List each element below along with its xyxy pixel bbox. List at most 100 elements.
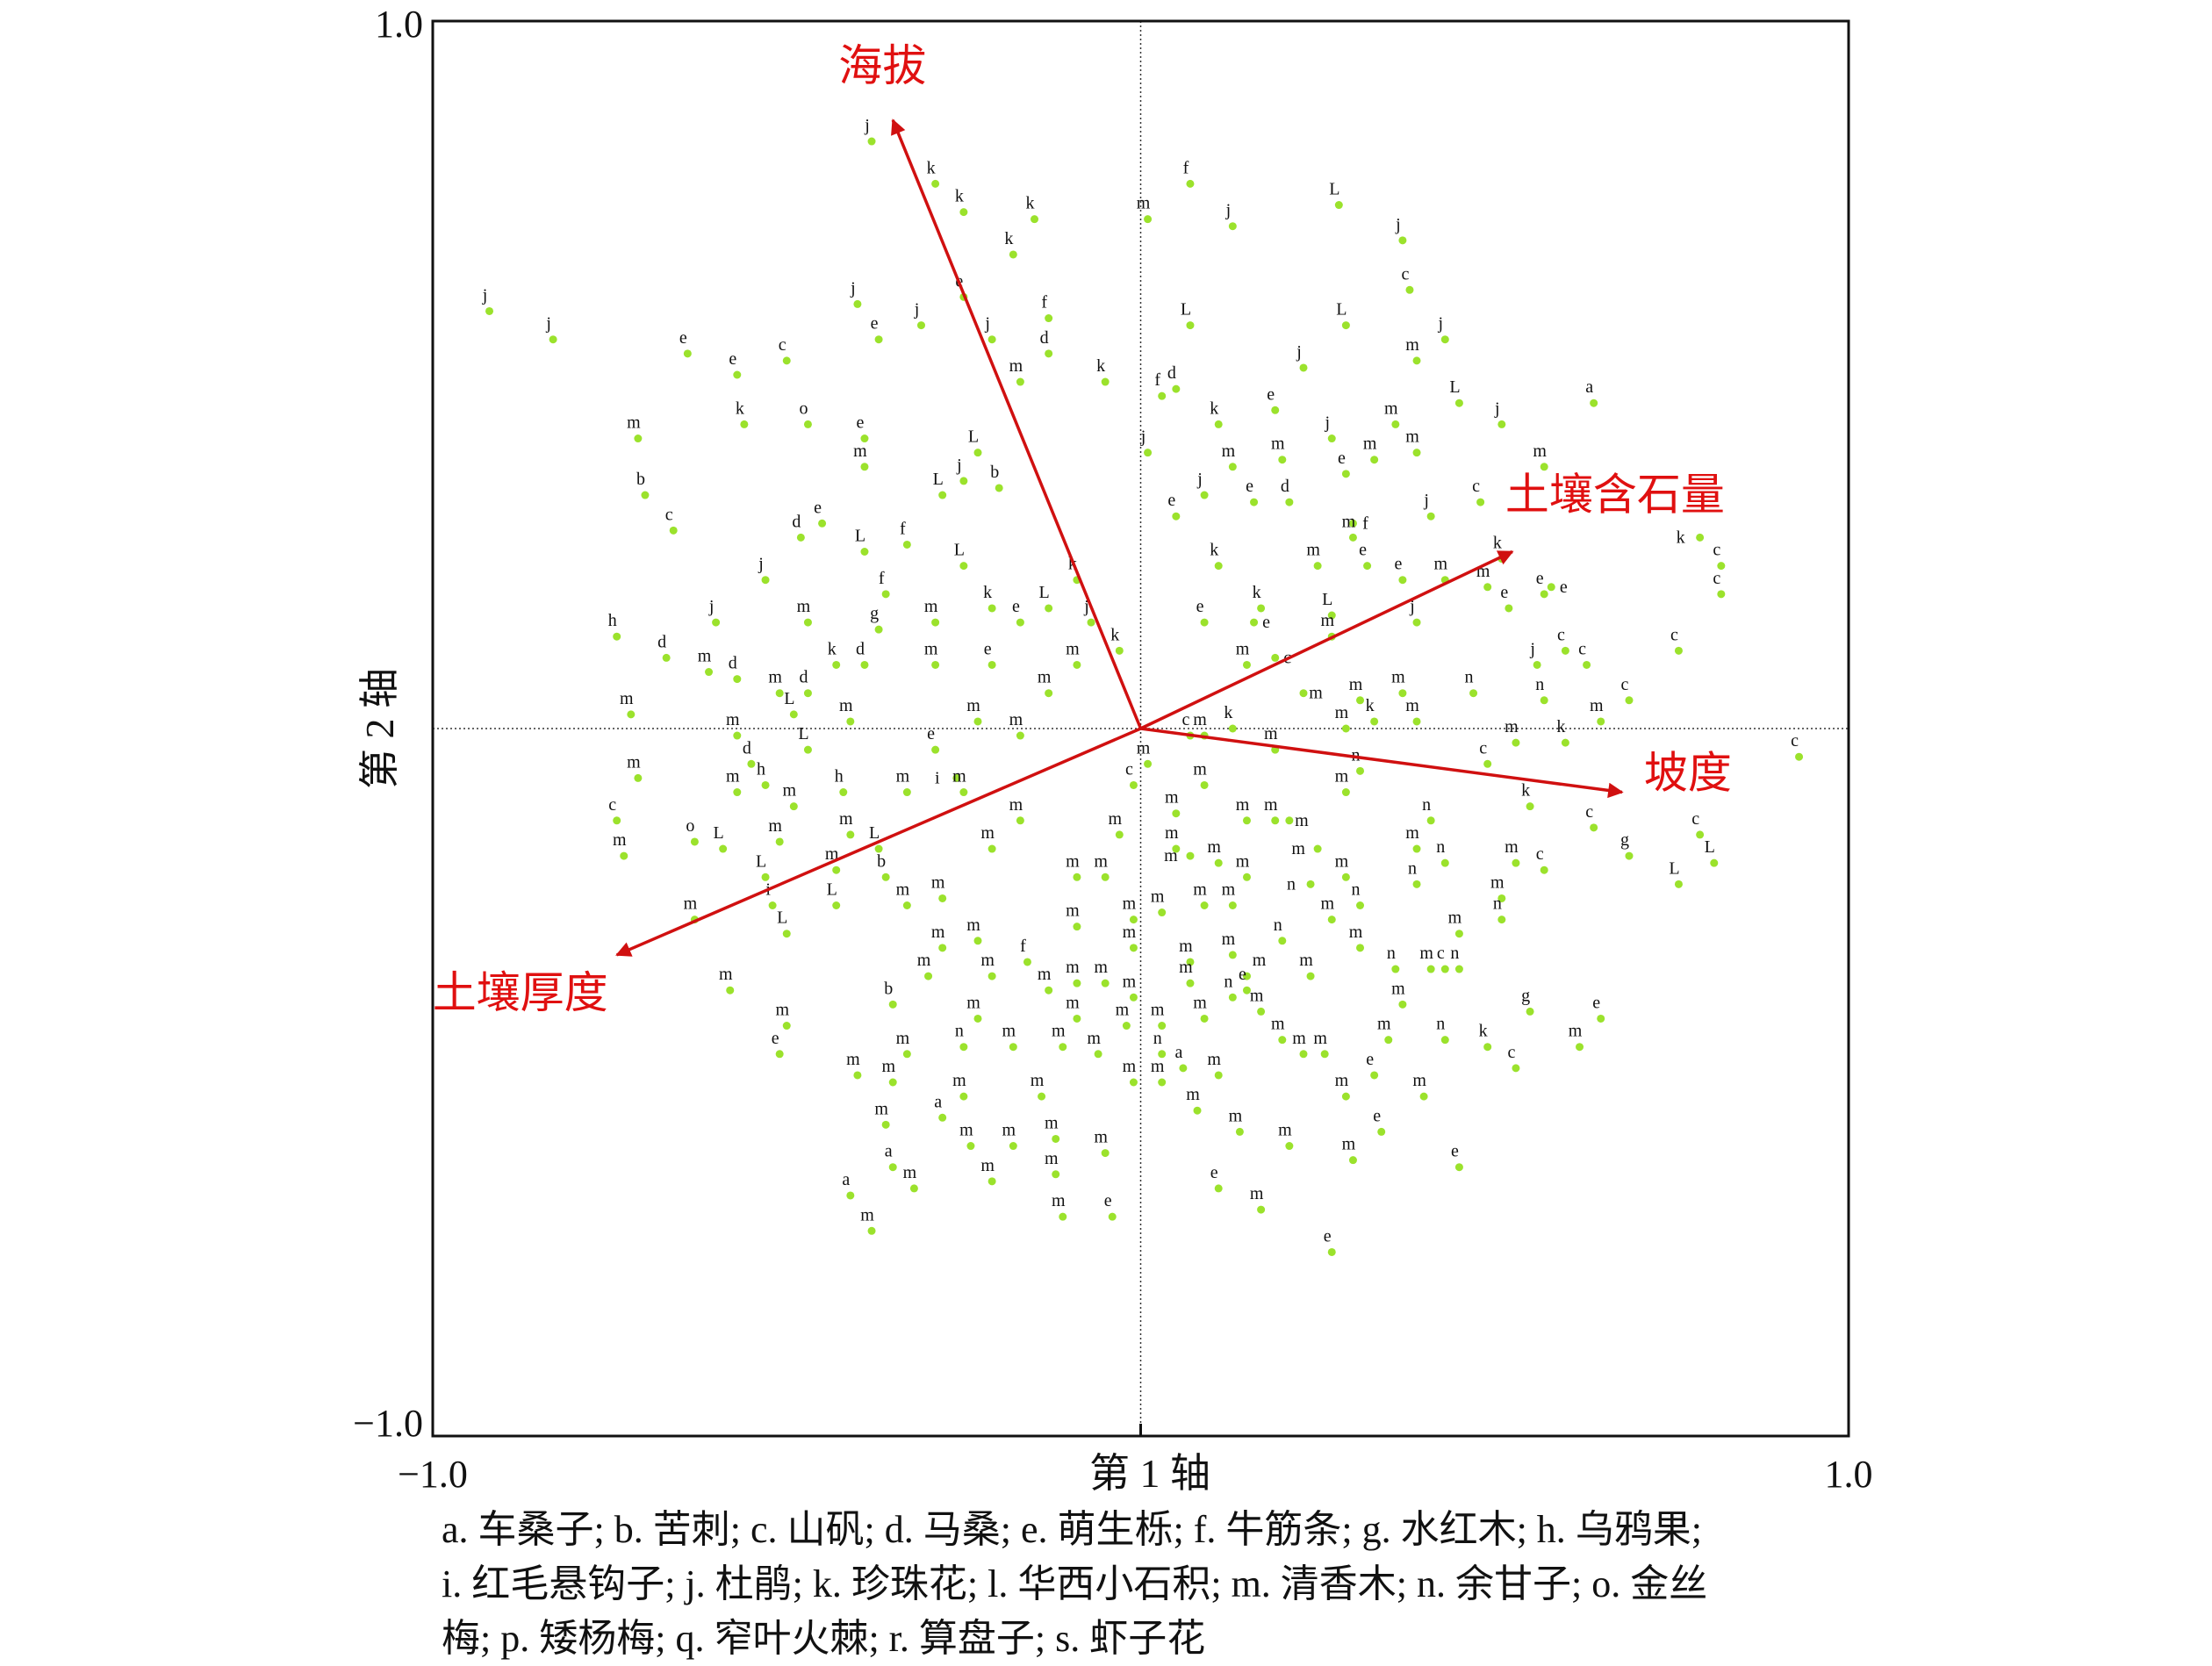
species-point-label: m [1505,837,1519,857]
species-point [1158,1022,1167,1030]
species-point-label: e [814,498,822,517]
species-point-label: d [657,632,666,651]
species-point-label: e [1210,1163,1218,1182]
species-point-label: m [917,951,931,970]
species-point [1257,1007,1266,1016]
species-point [1512,858,1520,867]
species-point [705,668,714,677]
species-point-label: k [1004,229,1013,248]
species-point-label: n [1450,944,1459,963]
species-point-label: m [1123,923,1137,942]
species-point [1242,660,1251,669]
species-point-label: m [1335,703,1349,722]
species-point-label: L [968,427,979,447]
species-point-label: m [1320,611,1334,630]
species-point-label: a [1174,1043,1182,1062]
species-point-label: m [1009,356,1023,376]
species-point [789,802,798,811]
env-vector-arrow [615,727,1142,957]
species-point-label: L [855,527,865,546]
species-point [782,930,791,938]
species-point [761,872,770,881]
species-point-label: m [1363,434,1377,454]
species-point-label: m [1179,937,1193,956]
species-point [775,837,784,846]
species-point [1625,851,1634,860]
species-point [1073,1014,1081,1023]
species-point [1052,1134,1060,1143]
species-point [1426,816,1435,825]
species-point-label: k [736,399,744,418]
species-point [1299,689,1308,698]
species-point-label: g [870,604,879,623]
species-point-label: n [1436,1015,1445,1034]
species-point [1590,399,1598,407]
species-point-label: L [777,908,787,928]
species-point [888,1078,897,1087]
species-point [1242,972,1251,980]
species-point [846,830,855,839]
species-point-label: m [1193,993,1207,1012]
species-point [1391,965,1400,973]
species-point [1101,872,1110,881]
species-point-label: e [1373,1106,1381,1125]
species-point [1073,660,1081,669]
species-point [1597,717,1605,726]
species-point-label: m [924,639,938,658]
species-point [1228,951,1237,959]
species-point-label: j [1494,399,1500,418]
species-point-label: m [1342,512,1356,531]
species-point-label: m [1236,795,1250,815]
species-point-label: k [828,639,837,658]
species-point-label: n [1465,668,1474,687]
species-point-label: c [665,505,673,524]
species-point [1271,406,1280,414]
species-point-label: f [1183,158,1189,177]
species-point-label: a [1585,377,1593,397]
species-point-label: k [1210,399,1218,418]
species-point-label: j [956,456,962,475]
species-point-label: m [1278,1121,1292,1140]
species-point-label: c [1557,625,1565,644]
species-point-label: c [1472,477,1480,496]
species-point [1045,314,1053,323]
species-point [1426,512,1435,521]
species-point-label: n [1387,944,1396,963]
species-point-label: m [966,993,980,1012]
species-point-label: c [1507,1043,1515,1062]
species-point-label: m [1448,908,1462,928]
species-point-label: m [1222,880,1236,900]
species-point [1412,449,1421,457]
species-point-label: h [835,767,844,786]
species-point-label: m [1405,427,1419,447]
species-point [1250,618,1259,627]
species-point-label: e [1246,477,1253,496]
species-point [613,632,621,641]
species-point [988,844,996,853]
species-point [669,526,678,535]
species-point-label: d [1040,328,1049,348]
species-point [1696,533,1705,542]
species-point [1257,604,1266,613]
species-point-label: m [1342,1135,1356,1154]
species-point-label: m [1405,823,1419,843]
species-point [1625,696,1634,705]
species-point-label: m [1412,1071,1426,1090]
species-point [931,745,940,754]
species-point-label: j [1324,413,1330,433]
species-point [1045,604,1053,613]
species-point-label: n [1287,874,1296,894]
species-point-label: j [1395,215,1401,234]
species-point-label: m [1193,759,1207,779]
species-point-label: e [1451,1142,1459,1161]
species-point [973,937,982,945]
species-point-label: m [846,1050,860,1069]
species-point-label: d [792,512,801,531]
species-point-label: d [743,738,751,758]
species-point [1250,498,1259,506]
species-point [1398,236,1407,245]
species-point-label: k [1224,703,1232,722]
species-point-label: L [933,470,944,489]
species-point [1228,993,1237,1002]
species-point-label: L [1669,858,1679,878]
